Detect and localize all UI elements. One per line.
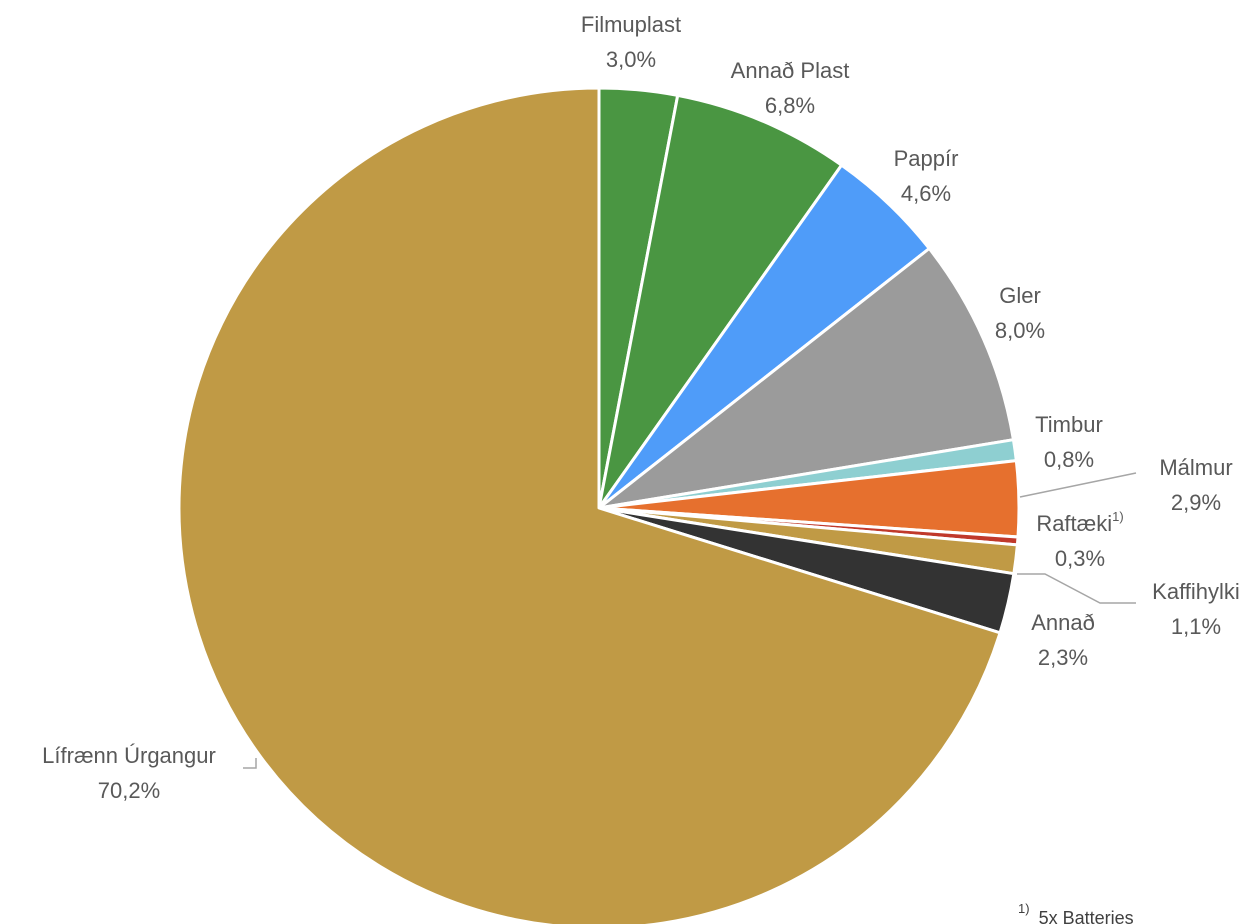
slice-name-superscript: 1) [1112,509,1124,524]
slice-value: 0,8% [1044,447,1094,472]
slice-value: 8,0% [995,318,1045,343]
slice-name: Lífrænn Úrgangur [42,743,216,768]
pie-slices [177,86,1021,924]
slice-value: 70,2% [98,778,160,803]
slice-value: 0,3% [1055,546,1105,571]
footnote-text: 5x Batteries [1039,908,1134,924]
slice-labels: Filmuplast 3,0% Annað Plast 6,8% Pappír 4,6% G… [42,12,1240,803]
pie-slice-1 [597,93,844,510]
slice-label-9: Lífrænn Úrgangur 70,2% [42,743,216,803]
slice-label-6: Raftæki1) 0,3% [1036,509,1123,571]
slice-name: Raftæki [1036,511,1112,536]
pie-slice-3 [597,247,1015,510]
slice-name: Pappír [894,146,959,171]
slice-label-0: Filmuplast 3,0% [581,12,681,72]
leader-lines [243,472,1137,769]
slice-label-4: Timbur 0,8% [1035,412,1103,472]
slice-label-5: Málmur 2,9% [1159,455,1232,515]
slice-value: 2,9% [1171,490,1221,515]
slice-value: 6,8% [765,93,815,118]
slice-name: Timbur [1035,412,1103,437]
slice-value: 4,6% [901,181,951,206]
footnote-marker: 1) [1018,901,1030,916]
slice-value: 2,3% [1038,645,1088,670]
leader-line-7 [1017,573,1136,604]
slice-value: 1,1% [1171,614,1221,639]
slice-name: Filmuplast [581,12,681,37]
slice-label-2: Pappír 4,6% [894,146,959,206]
leader-line-9 [243,758,257,769]
slice-label-3: Gler 8,0% [995,283,1045,343]
slice-label-1: Annað Plast 6,8% [731,58,850,118]
pie-slice-9 [177,86,1002,924]
slice-label-8: Annað 2,3% [1031,610,1095,670]
slice-label-7: Kaffihylki 1,1% [1152,579,1240,639]
slice-name: Gler [999,283,1041,308]
slice-value: 3,0% [606,47,656,72]
footnote: 1) 5x Batteries [1018,897,1134,924]
slice-name: Málmur [1159,455,1232,480]
leader-line-5 [1019,472,1137,498]
slice-name: Annað Plast [731,58,850,83]
slice-name: Annað [1031,610,1095,635]
slice-name: Kaffihylki [1152,579,1240,604]
